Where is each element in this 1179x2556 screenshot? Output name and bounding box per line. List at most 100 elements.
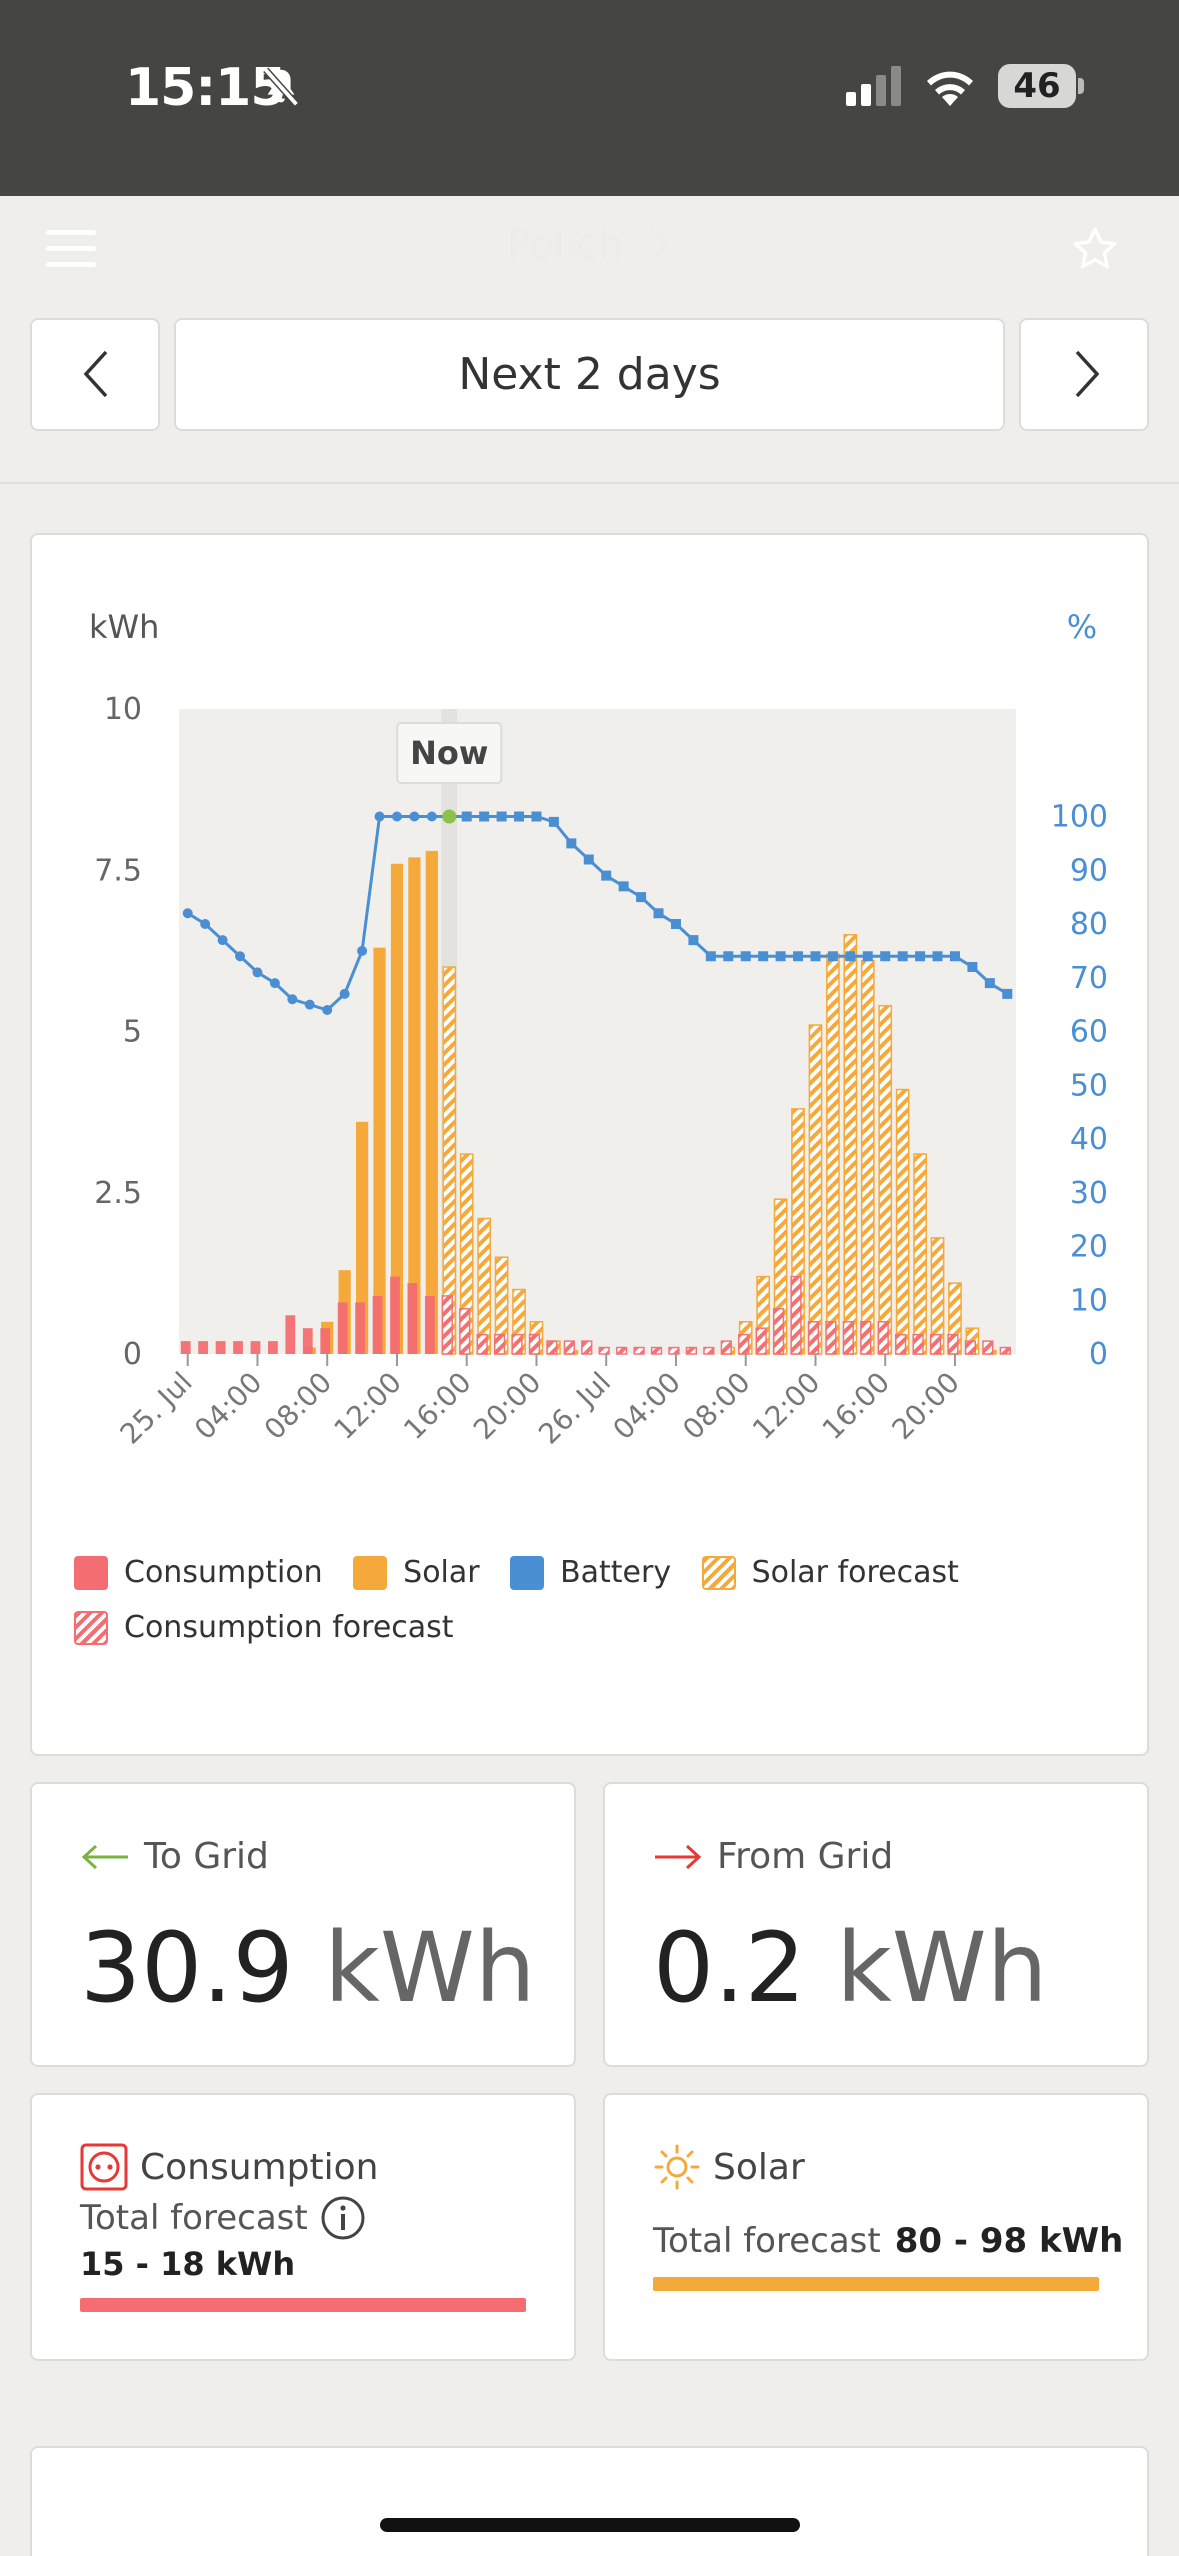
battery-forecast-point[interactable] (984, 978, 995, 989)
consumption-forecast-bar[interactable] (755, 1327, 767, 1355)
battery-forecast-point[interactable] (740, 951, 751, 962)
consumption-forecast-bar[interactable] (459, 1308, 471, 1355)
battery-point[interactable] (235, 951, 246, 962)
star-icon[interactable] (1070, 224, 1120, 274)
consumption-forecast-bar[interactable] (563, 1340, 575, 1355)
consumption-forecast-bar[interactable] (842, 1321, 854, 1355)
battery-forecast-point[interactable] (827, 951, 838, 962)
battery-forecast-point[interactable] (479, 811, 490, 822)
legend-consumption-forecast[interactable]: Consumption forecast (74, 1610, 454, 1645)
consumption-forecast-bar[interactable] (738, 1333, 750, 1355)
consumption-forecast-bar[interactable] (633, 1346, 645, 1355)
battery-forecast-point[interactable] (461, 811, 472, 822)
battery-forecast-point[interactable] (618, 881, 629, 892)
from-grid-card[interactable]: From Grid 0.2 kWh (603, 1782, 1149, 2067)
solar-forecast-bar[interactable] (878, 1004, 893, 1355)
consumption-forecast-bar[interactable] (964, 1340, 977, 1355)
battery-forecast-point[interactable] (775, 951, 786, 962)
consumption-bar[interactable] (407, 1283, 418, 1354)
consumption-bar[interactable] (337, 1302, 348, 1354)
legend-solar[interactable]: Solar (353, 1555, 480, 1590)
solar-bar[interactable] (425, 850, 438, 1354)
battery-forecast-point[interactable] (653, 908, 664, 919)
battery-point[interactable] (391, 811, 402, 822)
battery-forecast-point[interactable] (880, 951, 891, 962)
legend-consumption[interactable]: Consumption (74, 1555, 323, 1590)
battery-point[interactable] (269, 978, 280, 989)
site-title[interactable]: Pölich (0, 222, 1179, 268)
legend-battery[interactable]: Battery (510, 1555, 671, 1590)
solar-forecast-bar[interactable] (913, 1153, 927, 1355)
consumption-bar[interactable] (424, 1295, 435, 1354)
solar-bar[interactable] (408, 857, 421, 1354)
consumption-forecast-bar[interactable] (807, 1321, 820, 1355)
battery-forecast-point[interactable] (932, 951, 943, 962)
battery-forecast-point[interactable] (705, 951, 716, 962)
consumption-bar[interactable] (320, 1328, 331, 1354)
battery-forecast-point[interactable] (548, 816, 559, 827)
battery-point[interactable] (357, 945, 368, 956)
battery-forecast-point[interactable] (723, 951, 734, 962)
consumption-forecast-bar[interactable] (511, 1333, 523, 1355)
solar-summary-card[interactable]: Solar Total forecast 80 - 98 kWh (603, 2093, 1149, 2361)
battery-forecast-point[interactable] (583, 854, 594, 865)
consumption-forecast-bar[interactable] (476, 1333, 488, 1355)
consumption-forecast-bar[interactable] (999, 1346, 1011, 1355)
consumption-forecast-bar[interactable] (720, 1340, 732, 1355)
consumption-bar[interactable] (250, 1341, 261, 1354)
to-grid-card[interactable]: To Grid 30.9 kWh (30, 1782, 576, 2067)
battery-forecast-point[interactable] (862, 951, 873, 962)
solar-forecast-bar[interactable] (826, 953, 840, 1355)
prev-period-button[interactable] (30, 318, 160, 431)
battery-point[interactable] (409, 811, 420, 822)
period-selector[interactable]: Next 2 days (174, 318, 1005, 431)
consumption-forecast-bar[interactable] (493, 1333, 506, 1355)
battery-forecast-point[interactable] (496, 811, 507, 822)
consumption-forecast-bar[interactable] (982, 1340, 994, 1355)
solar-forecast-bar[interactable] (860, 959, 875, 1355)
consumption-bar[interactable] (233, 1341, 243, 1354)
battery-forecast-point[interactable] (670, 919, 681, 929)
hamburger-icon[interactable] (46, 226, 98, 270)
battery-point[interactable] (252, 967, 263, 978)
battery-point[interactable] (426, 811, 437, 822)
consumption-bar[interactable] (390, 1276, 400, 1354)
battery-forecast-point[interactable] (949, 951, 960, 962)
consumption-bar[interactable] (285, 1315, 296, 1354)
next-period-button[interactable] (1019, 318, 1149, 431)
solar-forecast-bar[interactable] (477, 1217, 492, 1355)
battery-point[interactable] (182, 908, 193, 919)
solar-bar[interactable] (355, 1121, 369, 1354)
battery-forecast-point[interactable] (1002, 988, 1013, 999)
consumption-bar[interactable] (372, 1295, 383, 1354)
battery-forecast-point[interactable] (915, 951, 926, 962)
battery-point[interactable] (322, 1005, 333, 1015)
battery-forecast-point[interactable] (793, 951, 804, 962)
battery-point[interactable] (217, 935, 228, 946)
consumption-forecast-bar[interactable] (772, 1308, 785, 1355)
consumption-bar[interactable] (302, 1328, 313, 1354)
consumption-forecast-bar[interactable] (581, 1340, 593, 1355)
consumption-forecast-bar[interactable] (929, 1333, 942, 1355)
legend-solar-forecast[interactable]: Solar forecast (701, 1555, 959, 1590)
battery-forecast-point[interactable] (688, 935, 699, 946)
consumption-bar[interactable] (198, 1341, 209, 1354)
solar-forecast-bar[interactable] (843, 934, 858, 1355)
battery-forecast-point[interactable] (758, 951, 769, 962)
battery-point[interactable] (287, 994, 298, 1005)
battery-forecast-point[interactable] (566, 838, 577, 849)
battery-forecast-point[interactable] (897, 951, 908, 962)
solar-bar[interactable] (390, 863, 404, 1354)
battery-point[interactable] (304, 999, 315, 1010)
consumption-forecast-bar[interactable] (825, 1321, 837, 1355)
battery-forecast-point[interactable] (967, 962, 978, 972)
battery-forecast-point[interactable] (531, 811, 542, 822)
consumption-forecast-bar[interactable] (598, 1346, 610, 1355)
info-icon[interactable] (320, 2195, 366, 2241)
battery-forecast-point[interactable] (601, 870, 612, 881)
solar-forecast-bar[interactable] (895, 1088, 910, 1355)
consumption-forecast-bar[interactable] (947, 1333, 959, 1355)
battery-forecast-point[interactable] (845, 951, 856, 962)
solar-forecast-bar[interactable] (808, 1024, 823, 1355)
consumption-forecast-bar[interactable] (441, 1295, 453, 1355)
